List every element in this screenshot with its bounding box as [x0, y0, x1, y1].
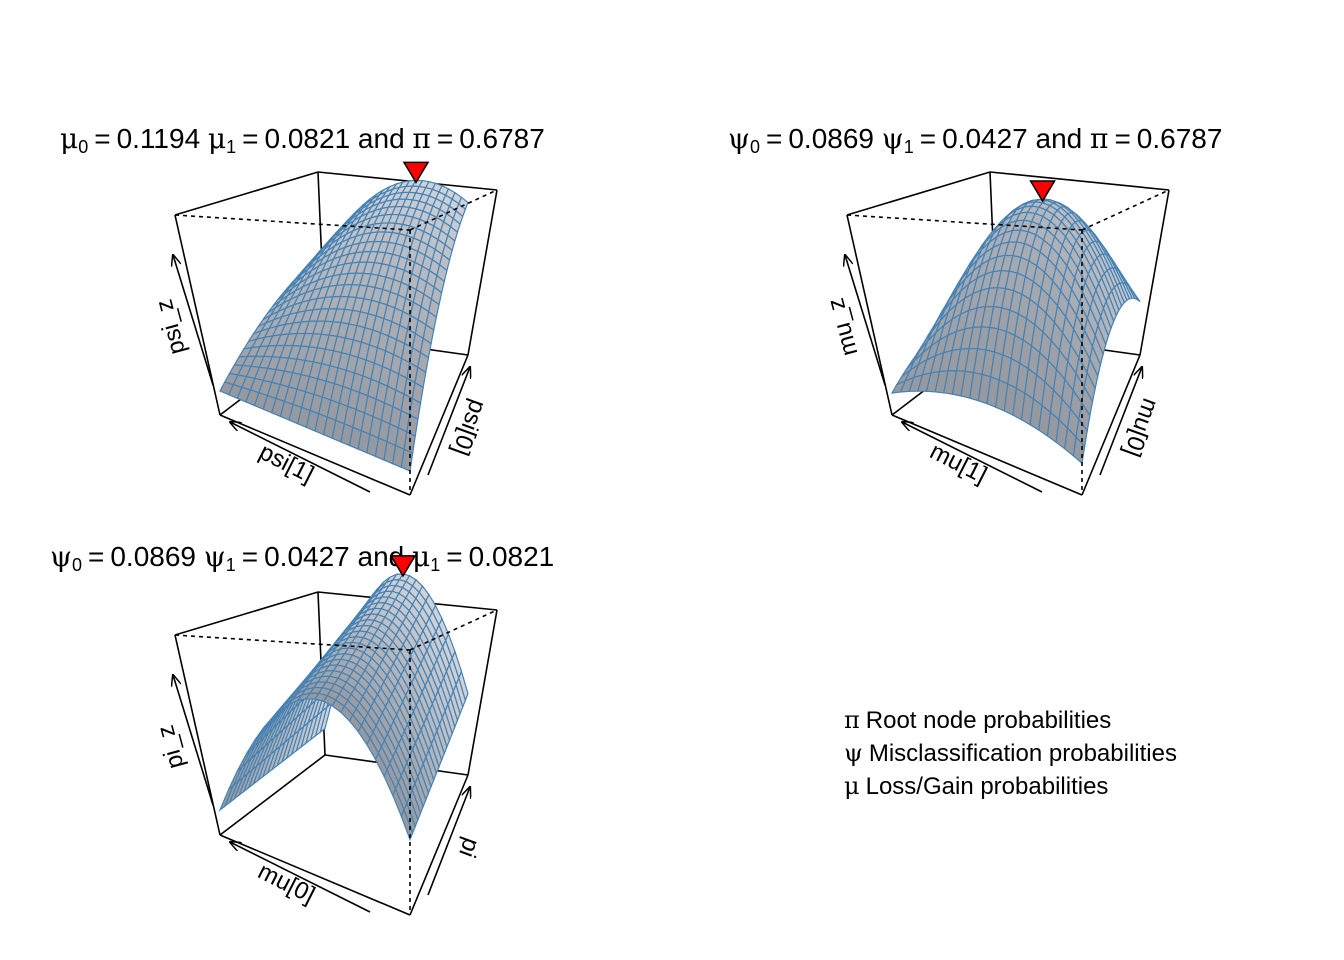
- legend-item: ψ Misclassification probabilities: [844, 737, 1177, 770]
- box-edge: [1081, 354, 1141, 496]
- title-value: 0.0821: [264, 123, 351, 154]
- x-axis-label: mu[1]: [926, 438, 992, 489]
- title-value: 0.6787: [459, 123, 545, 154]
- title-subscript: 0: [78, 137, 89, 157]
- surface-plot-3: pi_z mu[0] pi: [152, 555, 498, 916]
- plot-2-title: ψ0 = 0.0869 ψ1 = 0.0427 and π = 0.6787: [728, 122, 1223, 157]
- title-subscript: 1: [430, 555, 441, 575]
- title-subscript: 1: [903, 137, 914, 157]
- y-axis-arrow: [427, 367, 470, 476]
- box-edge: [409, 354, 469, 496]
- z-axis-arrow: [173, 255, 214, 386]
- z-axis-arrow: [845, 255, 886, 386]
- title-symbol: ψ: [728, 122, 750, 155]
- x-axis-label: mu[0]: [254, 858, 320, 909]
- box-edge: [174, 214, 221, 416]
- box-edge: [219, 754, 326, 836]
- box-edge: [891, 414, 1083, 496]
- box-edge: [1139, 189, 1170, 356]
- legend-item: π Root node probabilities: [844, 704, 1177, 737]
- box-edge: [467, 189, 498, 356]
- legend-item: μ Loss/Gain probabilities: [844, 770, 1177, 803]
- title-value: 0.0869: [110, 541, 196, 572]
- legend-symbol: π: [844, 706, 860, 734]
- x-axis-arrow: [230, 422, 371, 493]
- title-subscript: 0: [71, 555, 82, 575]
- title-symbol: μ: [207, 122, 227, 155]
- x-axis-arrow: [902, 422, 1043, 493]
- box-edge: [1081, 189, 1170, 231]
- y-axis-label: mu[0]: [1118, 395, 1164, 461]
- z-axis-label: pi_z: [152, 722, 189, 772]
- y-axis-arrow: [1099, 367, 1142, 476]
- box-edge: [409, 774, 469, 916]
- surface-facet: [400, 448, 414, 472]
- y-axis-label: psi[0]: [447, 396, 492, 459]
- legend: π Root node probabilities ψ Misclassificat…: [844, 704, 1177, 803]
- box-edge: [846, 214, 893, 416]
- box-edge: [174, 634, 221, 836]
- title-symbol: π: [412, 122, 431, 155]
- box-edge: [846, 171, 991, 216]
- title-value: 0.0821: [468, 541, 555, 572]
- title-value: 0.0869: [788, 123, 874, 154]
- legend-symbol: μ: [844, 772, 860, 800]
- title-value: 0.0427: [264, 541, 350, 572]
- legend-text: Loss/Gain probabilities: [865, 773, 1109, 800]
- box-edge: [174, 171, 319, 216]
- title-subscript: 1: [225, 555, 236, 575]
- y-axis-arrow: [427, 787, 470, 896]
- surface-plot-2: mu_z mu[1] mu[0]: [822, 171, 1170, 496]
- legend-symbol: ψ: [844, 739, 863, 767]
- box-edge: [174, 591, 319, 636]
- title-symbol: ψ: [881, 122, 904, 155]
- box-edge: [219, 414, 411, 496]
- box-edge: [467, 609, 498, 776]
- title-value: 0.6787: [1136, 123, 1223, 154]
- title-subscript: 0: [749, 137, 760, 157]
- title-symbol: ψ: [50, 540, 72, 573]
- z-axis-label: mu_z: [822, 295, 863, 359]
- title-symbol: μ: [60, 122, 79, 155]
- box-edge: [219, 834, 411, 916]
- title-value: 0.1194: [116, 123, 201, 154]
- title-subscript: 1: [226, 137, 237, 157]
- title-joiner: and: [1035, 123, 1083, 154]
- plot-1-title: μ0 = 0.1194 μ1 = 0.0821 and π = 0.6787: [60, 122, 545, 157]
- maximum-marker: [402, 161, 430, 184]
- maximum-marker: [1029, 180, 1056, 203]
- x-axis-arrow: [230, 842, 371, 913]
- maximum-marker: [389, 555, 417, 578]
- z-axis-arrow: [173, 675, 214, 806]
- z-axis-label: psi_z: [150, 296, 191, 357]
- legend-text: Root node probabilities: [865, 707, 1112, 734]
- box-edge: [989, 171, 1170, 191]
- surface-facet: [400, 808, 414, 842]
- title-symbol: π: [1090, 122, 1109, 155]
- title-value: 0.0427: [942, 123, 1028, 154]
- title-symbol: ψ: [203, 540, 226, 573]
- legend-text: Misclassification probabilities: [868, 740, 1177, 767]
- surface-plot-1: psi_z psi[1] psi[0]: [150, 161, 498, 496]
- title-joiner: and: [357, 123, 405, 154]
- title-symbol: μ: [412, 540, 431, 573]
- y-axis-label: pi: [453, 834, 485, 861]
- x-axis-label: psi[1]: [255, 438, 318, 488]
